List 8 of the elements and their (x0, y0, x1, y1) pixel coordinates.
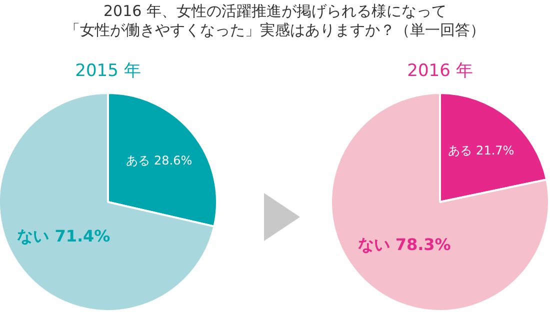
text: 「女性が働きやすくなった」実感はありますか？（単一回答） (64, 21, 486, 40)
text: 2016 年、女性の活躍推進が掲げられる様になって (102, 2, 448, 21)
chart-title: 2016 年 (406, 60, 474, 83)
slice-label: ある 21.7% (448, 143, 514, 158)
slice-label: ない 78.3% (358, 235, 451, 254)
chart-title: 2015 年 (74, 60, 142, 83)
slice-label: ない 71.4% (17, 226, 110, 246)
slice-label: ある 28.6% (126, 153, 192, 168)
